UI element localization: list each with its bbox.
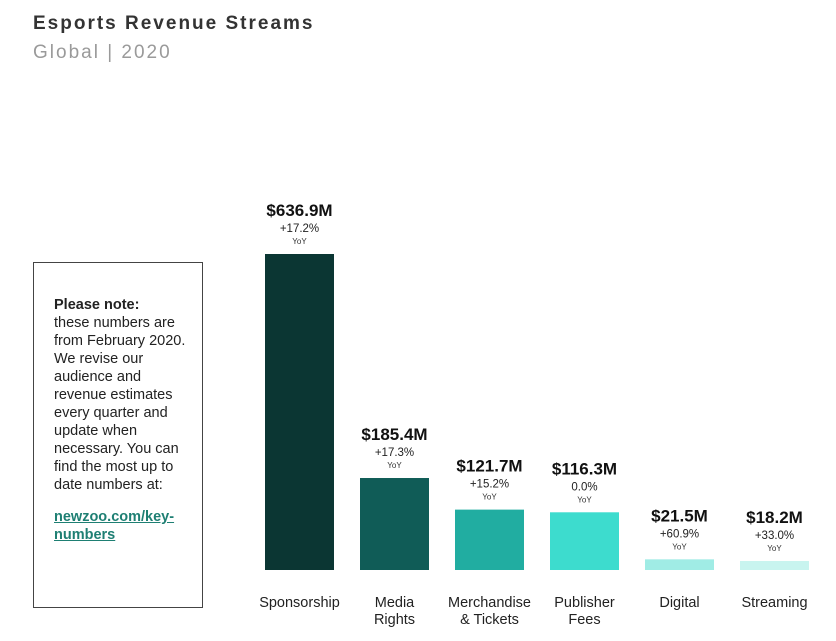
category-label: Sponsorship: [259, 595, 340, 611]
category-label: Merchandise & Tickets: [447, 595, 531, 628]
bar: [360, 478, 429, 570]
bar: [455, 509, 524, 570]
category-label: Streaming: [741, 595, 808, 611]
yoy-label: +60.9%: [660, 528, 699, 540]
yoy-label: +33.0%: [755, 530, 794, 542]
value-label: $116.3M: [552, 459, 617, 478]
yoy-caption: YoY: [672, 542, 687, 551]
note-body: these numbers are from February 2020. We…: [54, 315, 186, 493]
note-heading: Please note:: [54, 297, 140, 313]
chart-subtitle: Global | 2020: [33, 42, 172, 63]
note-box: Please note: these numbers are from Febr…: [33, 262, 203, 608]
note-link[interactable]: newzoo.com/key-numbers: [54, 509, 175, 543]
note-text: Please note: these numbers are from Febr…: [54, 296, 194, 544]
yoy-caption: YoY: [292, 237, 307, 246]
bar: [265, 254, 334, 570]
yoy-label: +17.2%: [280, 223, 319, 235]
category-label: Publisher Fees: [554, 595, 615, 628]
bar: [550, 512, 619, 570]
bar: [740, 560, 809, 570]
category-label: Media Rights: [373, 595, 416, 628]
value-label: $121.7M: [456, 457, 522, 476]
bar: [645, 559, 714, 570]
yoy-label: 0.0%: [571, 481, 597, 493]
value-label: $18.2M: [746, 508, 803, 527]
yoy-caption: YoY: [577, 495, 592, 504]
chart-title: Esports Revenue Streams: [33, 13, 315, 34]
value-label: $185.4M: [361, 425, 427, 444]
yoy-caption: YoY: [482, 493, 497, 502]
yoy-label: +17.3%: [375, 447, 414, 459]
value-label: $636.9M: [266, 201, 332, 220]
yoy-label: +15.2%: [470, 479, 509, 491]
category-label: Digital: [659, 595, 700, 611]
value-label: $21.5M: [651, 506, 708, 525]
yoy-caption: YoY: [387, 461, 402, 470]
yoy-caption: YoY: [767, 544, 782, 553]
